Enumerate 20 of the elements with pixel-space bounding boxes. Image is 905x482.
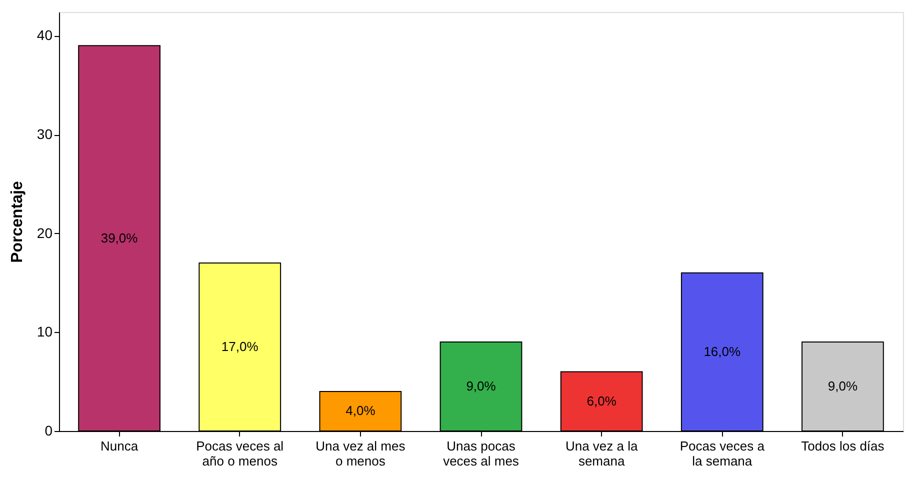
data-label: 16,0%	[704, 344, 742, 359]
y-tick-label: 20	[36, 224, 53, 241]
x-tick-label: Una vez a la semana	[565, 438, 638, 468]
x-tick-label: Pocas veces a la semana	[680, 438, 766, 468]
data-label: 9,0%	[466, 378, 496, 394]
x-tick-label: Pocas veces al año o menos	[196, 438, 284, 468]
y-tick-label: 0	[44, 422, 53, 438]
y-tick-label: 40	[36, 27, 53, 44]
data-label: 6,0%	[586, 393, 617, 408]
data-label: 9,0%	[828, 378, 858, 394]
x-tick-label: Una vez al mes o menos	[316, 438, 406, 468]
data-label: 17,0%	[221, 339, 259, 354]
x-tick-label: Nunca	[100, 438, 139, 454]
data-label: 39,0%	[100, 230, 138, 246]
x-tick-label: Todos los días	[801, 438, 885, 454]
data-label: 4,0%	[346, 403, 376, 418]
y-axis-title: Porcentaje	[8, 180, 26, 263]
y-tick-label: 30	[36, 126, 53, 142]
y-tick-label: 10	[36, 324, 53, 340]
x-tick-label: Unas pocas veces al mes	[443, 438, 520, 468]
